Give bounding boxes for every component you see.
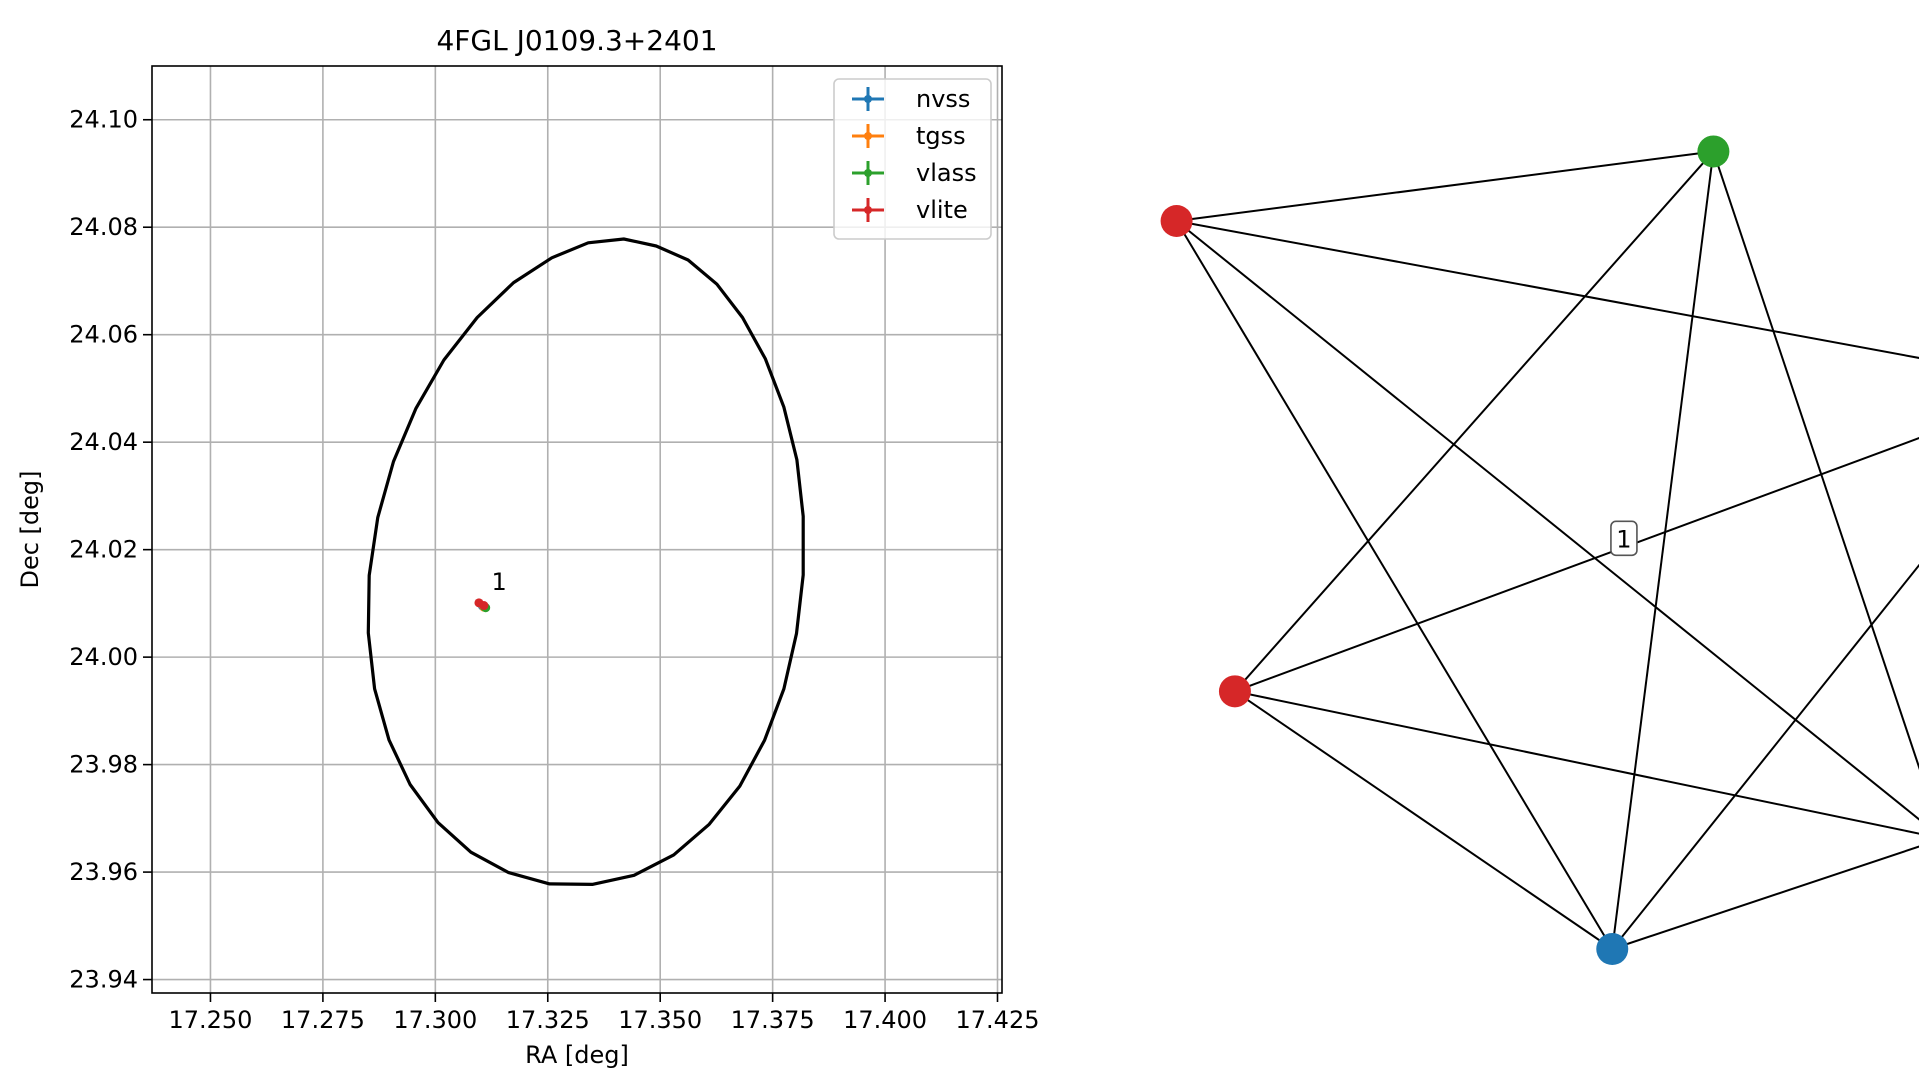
legend-dot-vlass <box>864 169 872 177</box>
y-axis-label: Dec [deg] <box>16 470 44 588</box>
legend-item-vlite: vlite <box>852 196 968 224</box>
network-edge <box>1175 220 1614 950</box>
x-tick-label: 17.400 <box>843 1006 927 1034</box>
x-tick-label: 17.375 <box>731 1006 815 1034</box>
grid <box>152 66 1002 993</box>
legend-label: vlass <box>916 159 977 187</box>
network-edge <box>1176 219 1919 359</box>
legend-dot-tgss <box>864 132 872 140</box>
scatter-panel: 1 17.250 17.275 17.300 17.325 17.350 17.375 17… <box>16 24 1039 1069</box>
x-tick-label: 17.425 <box>956 1006 1040 1034</box>
x-tick-label: 17.300 <box>393 1006 477 1034</box>
network-label-text: 1 <box>1616 525 1631 553</box>
nodes-layer <box>1160 135 1730 965</box>
network-edge <box>1611 563 1919 950</box>
y-axis-ticks: 23.94 23.96 23.98 24.00 24.02 24.04 24.06 24.08… <box>69 106 152 994</box>
point-vlite <box>479 601 489 611</box>
y-tick-label: 24.02 <box>69 536 138 564</box>
legend-label: nvss <box>916 85 970 113</box>
points-layer <box>474 598 491 613</box>
network-edge <box>1234 690 1919 835</box>
edges-layer <box>1175 150 1919 950</box>
network-edge <box>1175 220 1919 821</box>
ellipse-layer <box>366 237 805 887</box>
network-node-nvss <box>1596 933 1629 965</box>
legend-item-vlass: vlass <box>852 159 977 187</box>
legend-item-tgss: tgss <box>852 122 966 150</box>
network-node-vlass <box>1697 135 1730 168</box>
y-tick-label: 24.06 <box>69 321 138 349</box>
y-tick-label: 23.94 <box>69 966 138 994</box>
network-edge <box>1611 845 1919 950</box>
legend: nvss tgss vlass vlite <box>833 78 992 240</box>
x-tick-label: 17.325 <box>506 1006 590 1034</box>
y-tick-label: 24.04 <box>69 428 138 456</box>
network-node-vlite <box>1218 675 1251 708</box>
chart-title: 4FGL J0109.3+2401 <box>436 24 717 57</box>
annotation-layer: 1 <box>492 568 507 596</box>
y-tick-label: 24.10 <box>69 106 138 134</box>
x-tick-label: 17.350 <box>618 1006 702 1034</box>
network-edge <box>1234 150 1715 692</box>
x-tick-label: 17.275 <box>281 1006 365 1034</box>
point-annotation: 1 <box>492 568 507 596</box>
y-tick-label: 23.96 <box>69 858 138 886</box>
x-axis-ticks: 17.250 17.275 17.300 17.325 17.350 17.375 17.4… <box>168 993 1039 1034</box>
network-label: 1 <box>1610 520 1638 557</box>
y-tick-label: 24.00 <box>69 643 138 671</box>
network-edge <box>1234 437 1919 693</box>
legend-dot-vlite <box>864 206 872 214</box>
x-tick-label: 17.250 <box>168 1006 252 1034</box>
network-edge <box>1712 151 1919 771</box>
legend-dot-nvss <box>864 95 872 103</box>
x-axis-label: RA [deg] <box>525 1041 629 1069</box>
legend-box <box>833 78 992 240</box>
network-edge <box>1176 150 1714 222</box>
legend-item-nvss: nvss <box>852 85 970 113</box>
legend-label: tgss <box>916 122 966 150</box>
network-edge <box>1611 151 1715 950</box>
y-tick-label: 23.98 <box>69 751 138 779</box>
network-edge <box>1234 690 1613 950</box>
plot-frame <box>151 65 1003 994</box>
network-panel: 1 <box>1160 135 1919 965</box>
network-node-vlite <box>1160 204 1193 237</box>
y-tick-label: 24.08 <box>69 213 138 241</box>
legend-label: vlite <box>916 196 968 224</box>
network-label-box <box>1610 520 1638 557</box>
error-ellipse <box>366 237 805 887</box>
